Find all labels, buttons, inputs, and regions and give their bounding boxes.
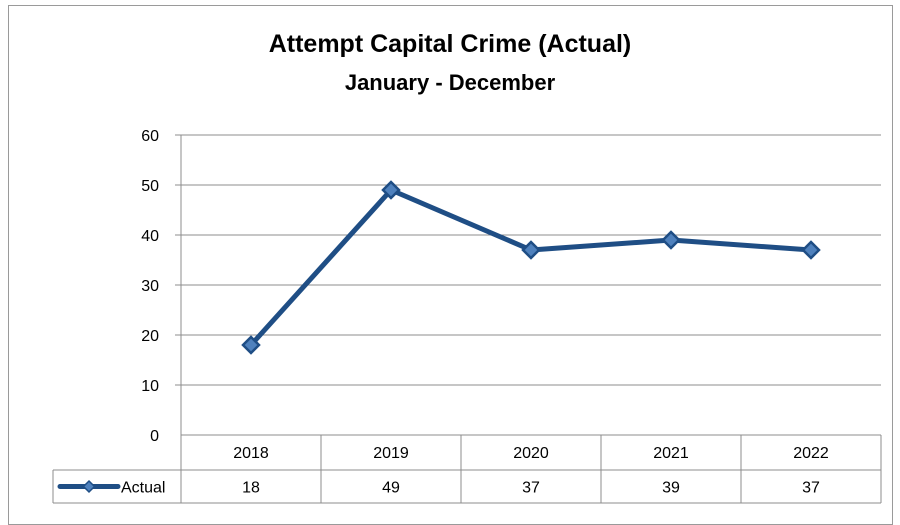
data-point-2019 [381, 180, 401, 200]
y-tick-label-50: 50 [141, 178, 159, 195]
chart-subtitle: January - December [344, 70, 556, 95]
table-value-2021: 39 [662, 480, 680, 497]
y-tick-label-30: 30 [141, 278, 159, 295]
y-tick-label-60: 60 [141, 128, 159, 145]
table-value-2018: 18 [242, 480, 260, 497]
x-tick-label-2020: 2020 [513, 445, 549, 462]
table-value-2020: 37 [522, 480, 540, 497]
data-point-2022 [801, 240, 821, 260]
line-chart: 0 10 20 30 40 50 60 2018 2019 2020 2021 2022 Actual 1… [52, 128, 882, 504]
x-tick-label-2018: 2018 [233, 445, 269, 462]
data-point-2018 [241, 335, 261, 355]
data-point-2021 [661, 230, 681, 250]
y-tick-label-10: 10 [141, 378, 159, 395]
chart-title: Attempt Capital Crime (Actual) [268, 30, 632, 58]
legend-label-actual: Actual [121, 480, 165, 497]
series-line-actual [248, 187, 814, 348]
legend-key-marker [82, 479, 96, 494]
y-tick-label-20: 20 [141, 328, 159, 345]
y-tick-label-40: 40 [141, 228, 159, 245]
data-point-2020 [521, 240, 541, 260]
x-tick-label-2021: 2021 [653, 445, 689, 462]
x-tick-label-2022: 2022 [793, 445, 829, 462]
table-value-2019: 49 [382, 480, 400, 497]
x-tick-label-2019: 2019 [373, 445, 409, 462]
table-value-2022: 37 [802, 480, 820, 497]
y-tick-label-0: 0 [150, 428, 159, 445]
